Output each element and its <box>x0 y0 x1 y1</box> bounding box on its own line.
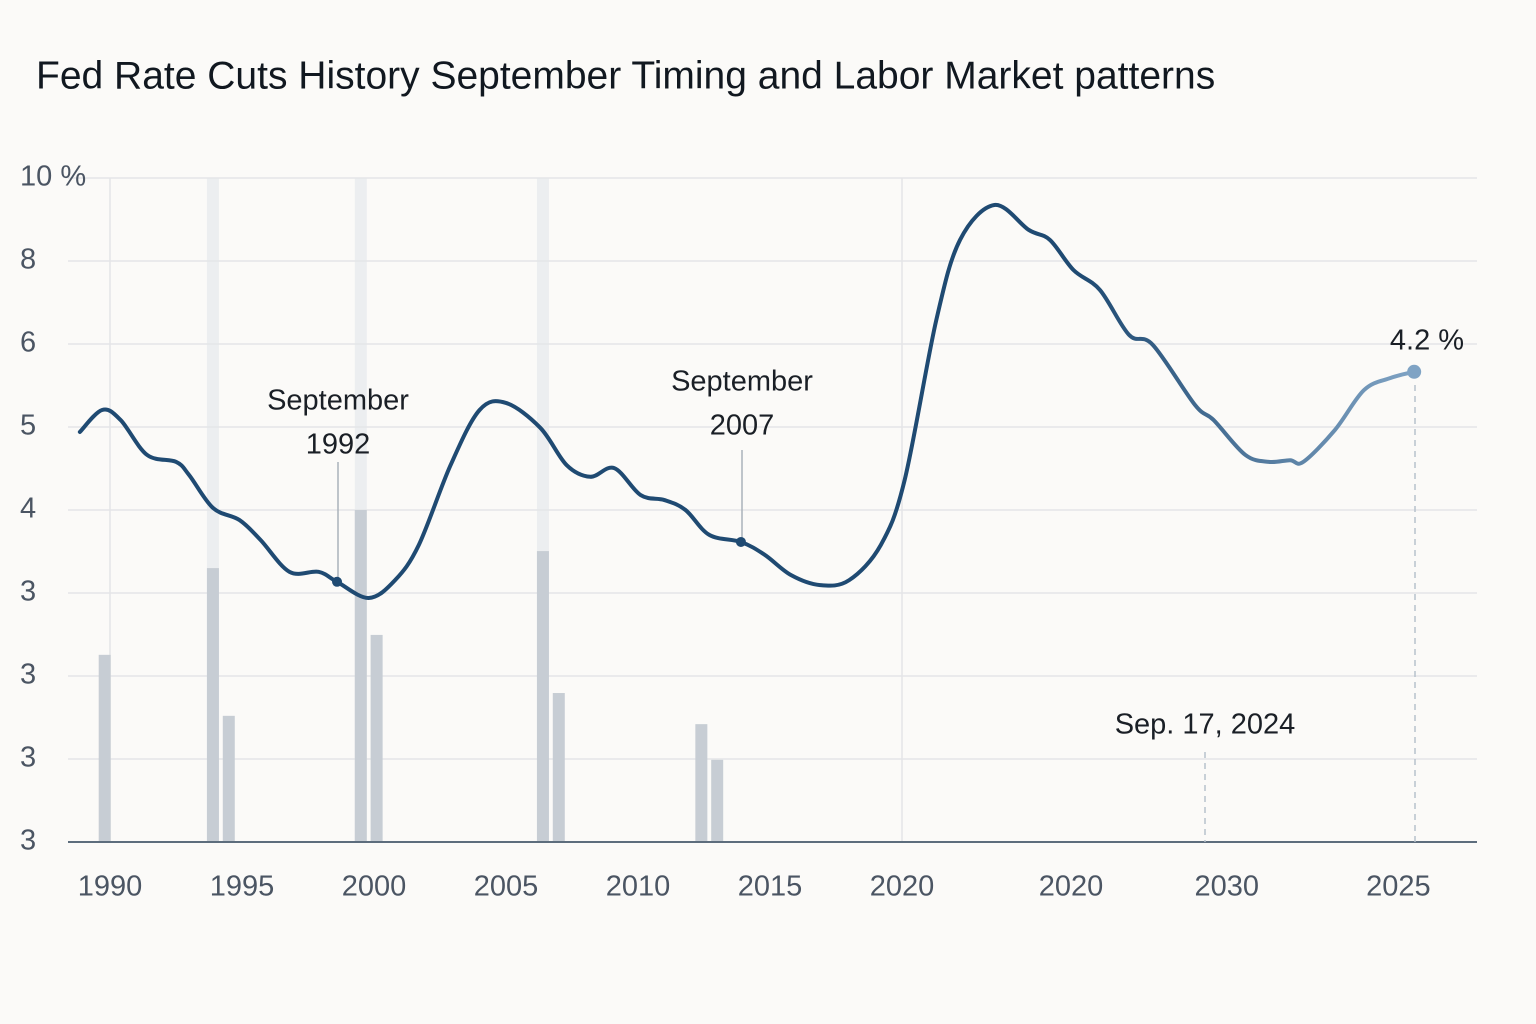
bar <box>695 724 708 842</box>
bar <box>98 654 111 842</box>
bar <box>206 568 219 842</box>
y-tick-label: 8 <box>20 244 36 276</box>
annotation: September <box>671 366 813 398</box>
point-marker <box>735 536 746 547</box>
y-tick-label: 4 <box>20 493 36 525</box>
y-tick-label: 5 <box>20 410 36 442</box>
y-tick-label: 3 <box>20 825 36 857</box>
y-tick-label: 3 <box>20 659 36 691</box>
annotation: Sep. 17, 2024 <box>1115 709 1296 741</box>
y-tick-label: 3 <box>20 576 36 608</box>
y-tick-label: 6 <box>20 327 36 359</box>
x-tick-label: 2000 <box>342 871 407 903</box>
point-marker <box>332 576 343 587</box>
x-tick-label: 2005 <box>474 871 539 903</box>
bar <box>354 510 367 842</box>
bar <box>711 759 724 842</box>
annotation: 1992 <box>306 429 371 461</box>
chart-title: Fed Rate Cuts History September Timing a… <box>36 54 1215 97</box>
y-tick-label: 3 <box>20 742 36 774</box>
x-tick-label: 2020 <box>870 871 935 903</box>
annotation: September <box>267 385 409 417</box>
x-tick-label: 2030 <box>1194 871 1259 903</box>
x-tick-label: 1990 <box>78 871 143 903</box>
bar <box>370 634 383 842</box>
point-marker <box>1407 364 1422 379</box>
x-tick-label: 1995 <box>210 871 275 903</box>
x-tick-label: 2020 <box>1039 871 1104 903</box>
annotation: 2007 <box>710 410 775 442</box>
y-tick-label: 10 % <box>20 161 86 193</box>
bar <box>552 693 565 842</box>
bar <box>536 551 549 842</box>
x-tick-label: 2015 <box>738 871 803 903</box>
annotation: 4.2 % <box>1390 325 1464 357</box>
x-tick-label: 2010 <box>606 871 671 903</box>
bar <box>222 715 235 842</box>
x-tick-label: 2025 <box>1366 871 1431 903</box>
